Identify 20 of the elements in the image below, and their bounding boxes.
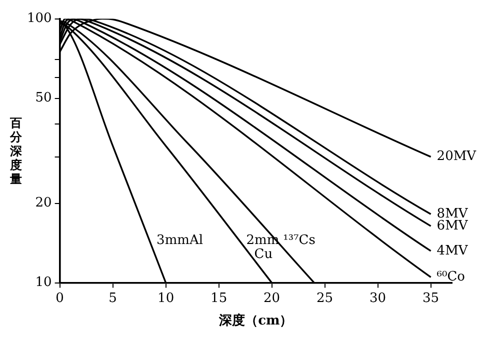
y-axis-title: 百分深度量	[8, 116, 23, 186]
series-label: 20MV	[436, 149, 477, 164]
y-tick-label: 50	[35, 90, 52, 106]
x-tick-label: 10	[158, 290, 174, 306]
series-label: 6MV	[436, 218, 468, 234]
series-label: ⁶⁰Co	[436, 270, 466, 285]
x-tick-label: 25	[316, 290, 334, 306]
x-tick-label: 20	[264, 290, 280, 306]
series-label: 4MV	[436, 243, 468, 258]
x-tick-label: 35	[422, 290, 440, 306]
series-label: 3mmAl	[156, 233, 204, 248]
y-tick-label: 20	[35, 196, 52, 211]
x-tick-label: 5	[108, 290, 117, 306]
x-tick-label: 15	[210, 290, 228, 306]
x-axis-title: 深度（cm）	[218, 312, 293, 329]
y-tick-label: 100	[26, 11, 52, 26]
series-label: ¹³⁷Cs	[283, 233, 316, 248]
x-tick-label: 30	[370, 290, 386, 306]
x-tick-label: 0	[56, 290, 64, 306]
y-tick-label: 10	[35, 275, 52, 290]
